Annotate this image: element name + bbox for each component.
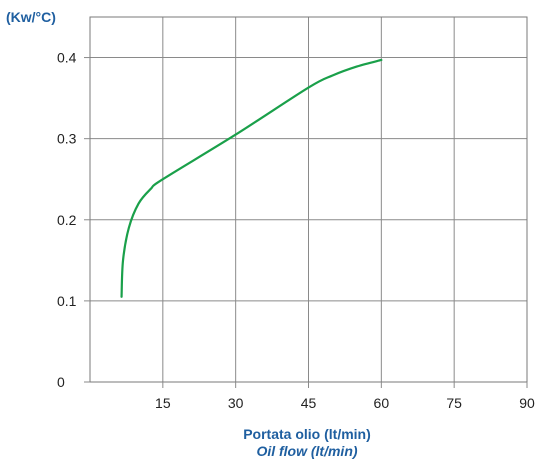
y-tick-label: 0.4 — [57, 50, 77, 66]
x-axis-label-secondary: Oil flow (lt/min) — [256, 443, 357, 459]
x-ticks: 15 30 45 60 75 90 — [155, 382, 535, 411]
x-tick-label: 75 — [446, 395, 462, 411]
grid — [90, 17, 527, 382]
y-axis-label: (Kw/°C) — [6, 9, 56, 25]
y-tick-label: 0.3 — [57, 131, 77, 147]
y-tick-label: 0.2 — [57, 212, 77, 228]
y-tick-label: 0 — [57, 374, 65, 390]
x-tick-label: 60 — [374, 395, 390, 411]
x-tick-label: 30 — [228, 395, 244, 411]
x-axis-label: Portata olio (lt/min) — [243, 426, 371, 442]
x-tick-label: 45 — [301, 395, 317, 411]
x-tick-label: 90 — [519, 395, 535, 411]
x-tick-label: 15 — [155, 395, 171, 411]
series-line — [120, 58, 383, 298]
y-ticks: 0 0.1 0.2 0.3 0.4 — [57, 50, 90, 390]
y-tick-label: 0.1 — [57, 293, 77, 309]
